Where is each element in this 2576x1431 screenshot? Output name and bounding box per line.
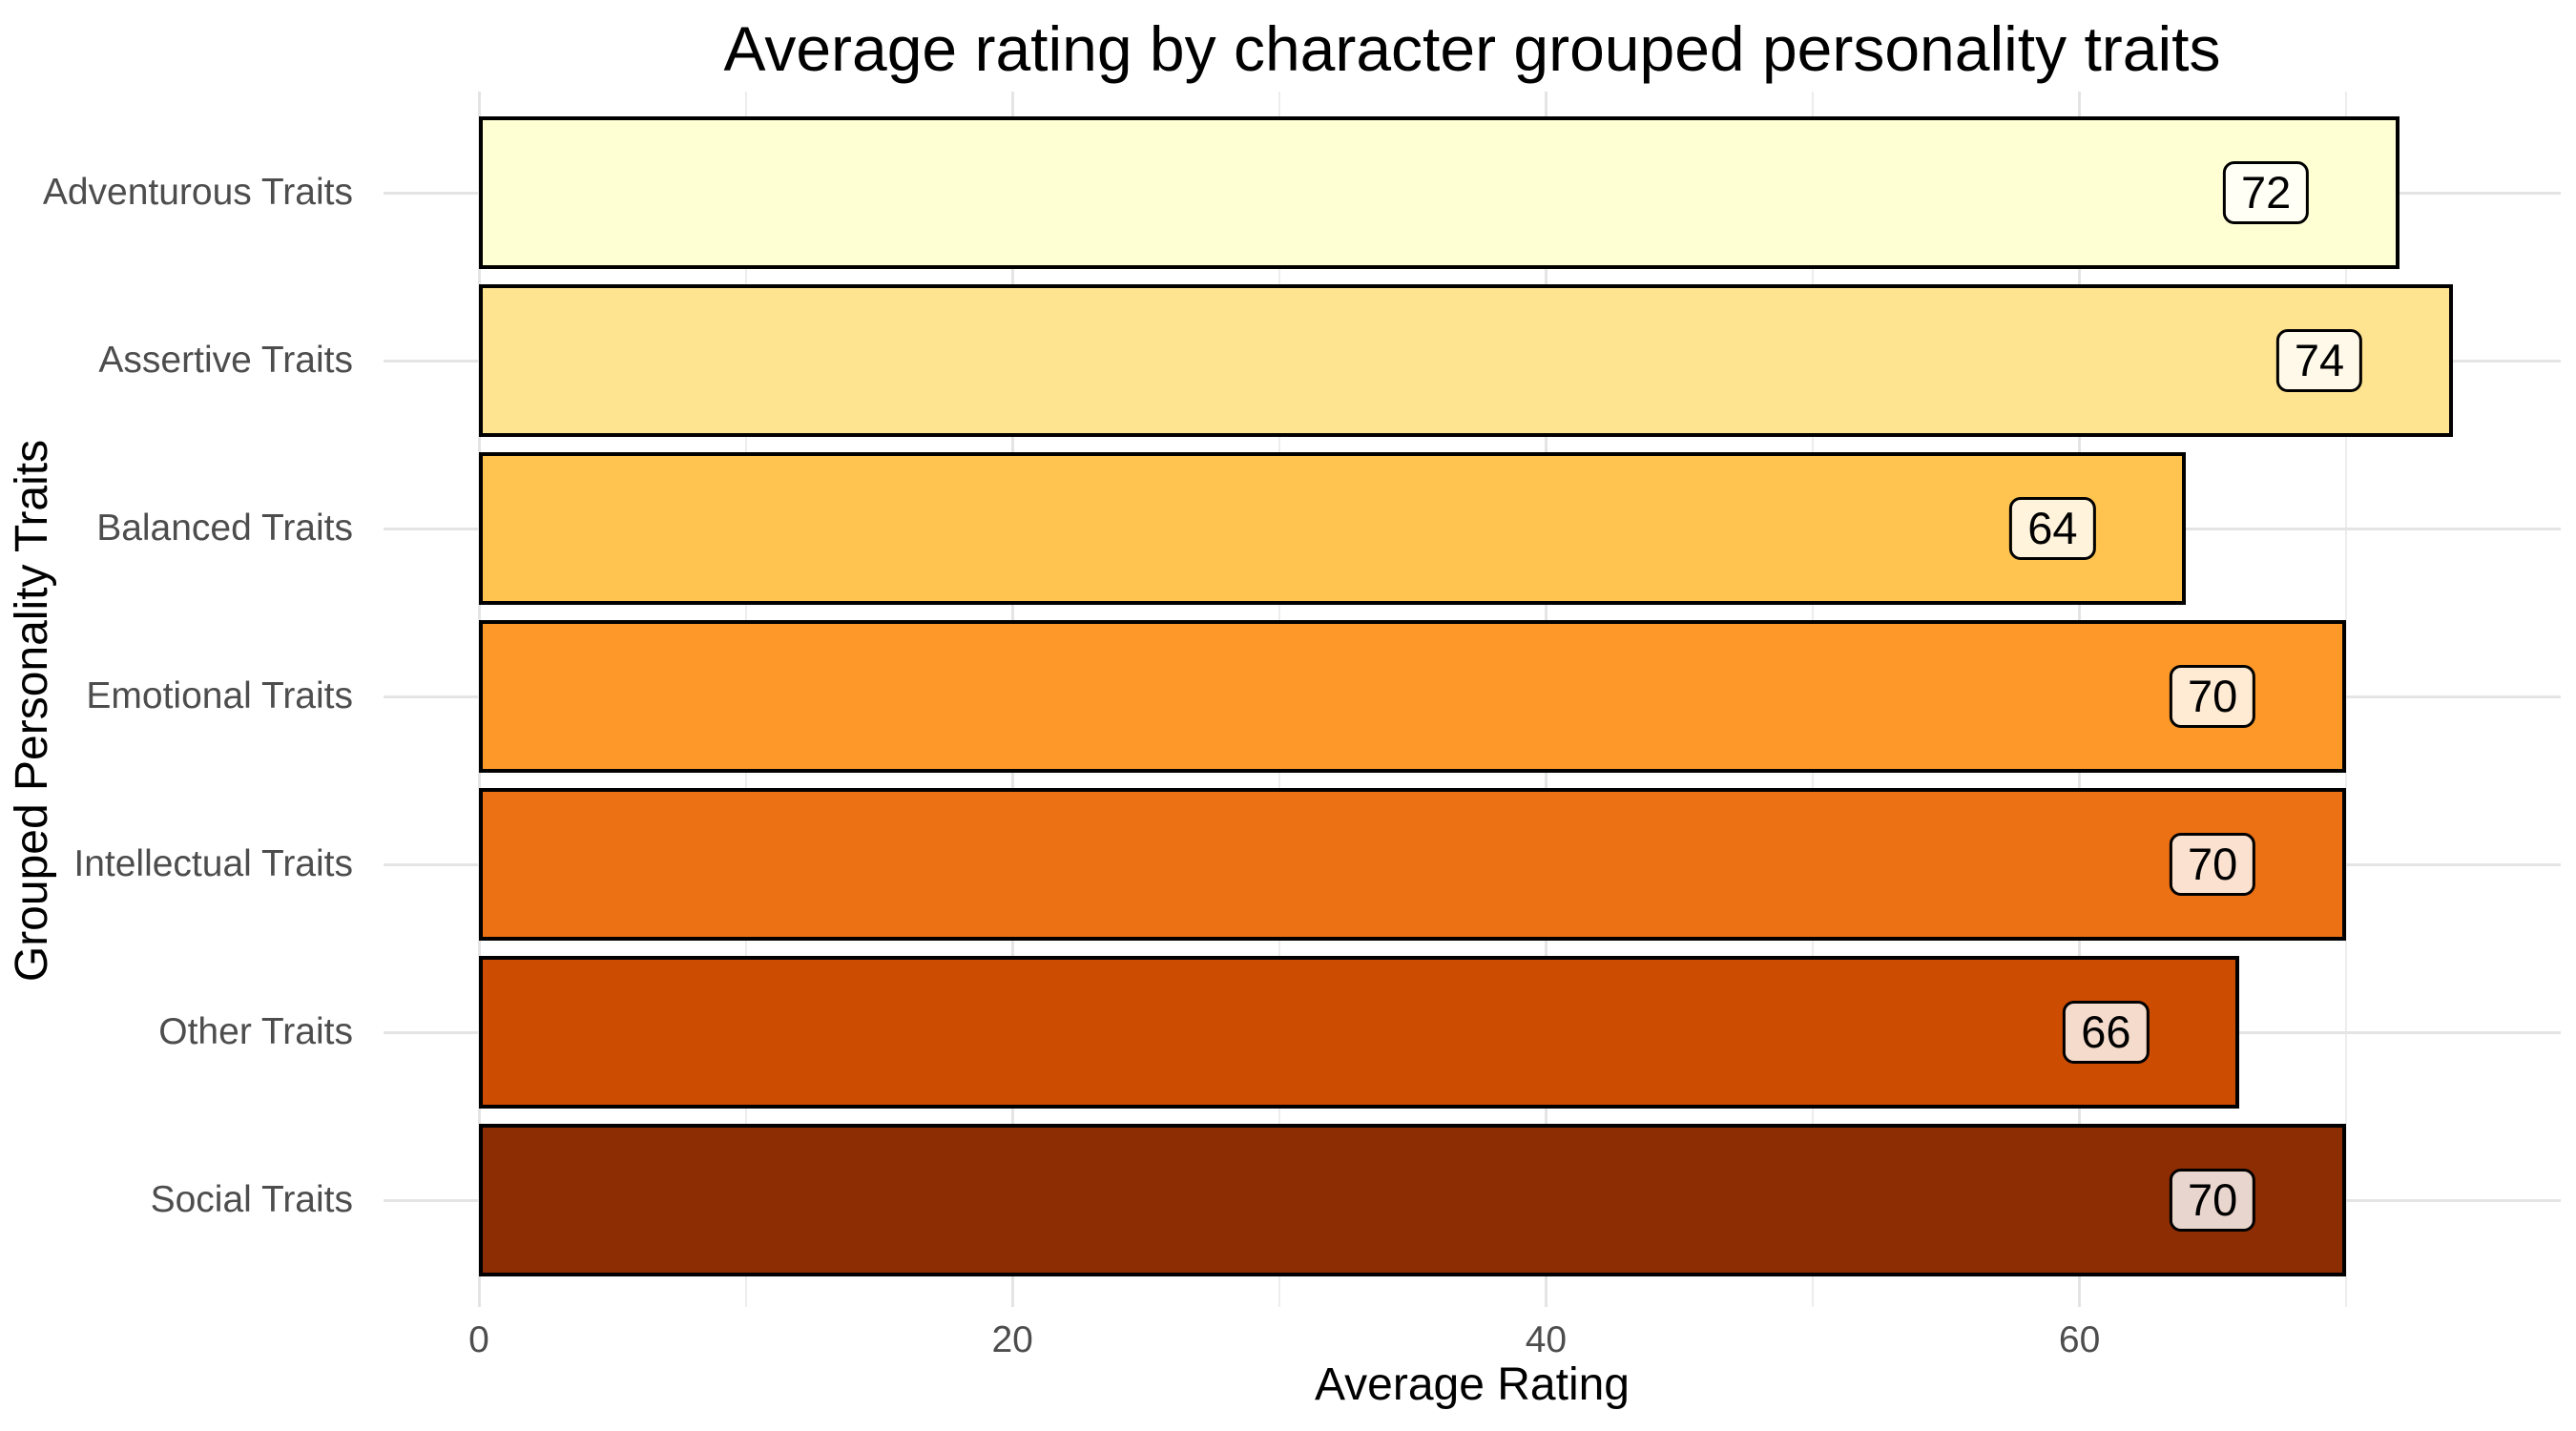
x-axis-tick-label: 60	[2058, 1319, 2101, 1360]
bar-value-label: 72	[2222, 161, 2310, 224]
bar-assertive-traits	[479, 284, 2454, 437]
bar-value-label: 64	[2009, 497, 2096, 560]
bar-value-label: 70	[2170, 833, 2256, 896]
bar-value-label: 70	[2170, 665, 2256, 728]
bar-value-label: 66	[2063, 1001, 2150, 1064]
x-axis-tick-label: 20	[991, 1319, 1033, 1360]
y-axis-label: Balanced Traits	[96, 508, 353, 549]
bar-social-traits	[479, 1124, 2347, 1276]
y-axis-label: Intellectual Traits	[73, 843, 353, 884]
x-axis-title: Average Rating	[1315, 1359, 1630, 1410]
bar-value-label: 74	[2275, 329, 2363, 392]
bar-balanced-traits	[479, 452, 2187, 605]
bar-intellectual-traits	[479, 788, 2347, 941]
x-axis-tick-label: 0	[468, 1319, 489, 1360]
bar-other-traits	[479, 956, 2240, 1109]
y-axis-label: Adventurous Traits	[42, 172, 353, 213]
chart-title: Average rating by character grouped pers…	[723, 13, 2221, 84]
y-axis-title: Grouped Personality Traits	[7, 439, 57, 983]
x-axis-tick-label: 40	[1525, 1319, 1568, 1360]
y-axis-label: Other Traits	[158, 1011, 353, 1052]
y-axis-label: Social Traits	[150, 1179, 353, 1220]
bar-adventurous-traits	[479, 116, 2400, 269]
y-axis-label: Emotional Traits	[86, 675, 353, 716]
y-axis-label: Assertive Traits	[98, 340, 353, 381]
bar-value-label: 70	[2170, 1169, 2256, 1232]
gridline-minor-vertical	[2345, 92, 2348, 1307]
bar-emotional-traits	[479, 620, 2347, 773]
